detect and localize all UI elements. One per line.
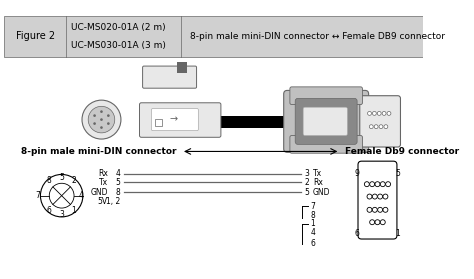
Text: Rx: Rx — [313, 178, 323, 187]
Circle shape — [100, 118, 103, 121]
Bar — [168, 116, 340, 128]
Circle shape — [373, 194, 377, 199]
Circle shape — [93, 122, 96, 125]
Circle shape — [100, 126, 103, 129]
Circle shape — [375, 220, 380, 225]
FancyBboxPatch shape — [290, 136, 363, 153]
Text: Rx: Rx — [98, 169, 108, 178]
Circle shape — [383, 207, 388, 212]
Text: 2: 2 — [304, 178, 309, 187]
Circle shape — [107, 114, 109, 117]
Text: Female Db9 connector: Female Db9 connector — [345, 147, 459, 156]
Circle shape — [370, 182, 374, 187]
Circle shape — [370, 220, 374, 225]
Text: GND: GND — [90, 188, 108, 197]
FancyBboxPatch shape — [290, 87, 363, 105]
Text: 4: 4 — [310, 228, 315, 237]
Text: →: → — [170, 115, 178, 125]
Circle shape — [82, 100, 121, 139]
Text: Tx: Tx — [99, 178, 108, 187]
Text: 5: 5 — [395, 169, 400, 178]
Bar — [155, 119, 162, 126]
Text: 8-pin male mini-DIN connector ↔ Female DB9 connector: 8-pin male mini-DIN connector ↔ Female D… — [190, 32, 445, 41]
Text: 9: 9 — [355, 169, 360, 178]
FancyBboxPatch shape — [152, 109, 198, 131]
Text: 2: 2 — [72, 176, 76, 185]
Circle shape — [382, 111, 386, 115]
Circle shape — [49, 183, 74, 208]
Text: 8: 8 — [47, 176, 52, 185]
Circle shape — [369, 125, 373, 129]
FancyBboxPatch shape — [358, 161, 397, 239]
Text: Tx: Tx — [313, 169, 322, 178]
Circle shape — [107, 122, 109, 125]
Circle shape — [373, 207, 377, 212]
FancyBboxPatch shape — [139, 103, 221, 137]
FancyBboxPatch shape — [303, 107, 347, 136]
Circle shape — [365, 182, 369, 187]
Text: 5: 5 — [115, 178, 120, 187]
Circle shape — [40, 174, 83, 217]
Circle shape — [387, 111, 391, 115]
Circle shape — [384, 125, 388, 129]
Text: 5V: 5V — [98, 197, 108, 206]
Circle shape — [386, 182, 391, 187]
Circle shape — [88, 106, 115, 133]
Text: 5: 5 — [304, 188, 309, 197]
Text: 6: 6 — [310, 239, 315, 248]
Text: 1: 1 — [72, 206, 76, 215]
Circle shape — [377, 111, 381, 115]
Text: 8-pin male mini-DIN connector: 8-pin male mini-DIN connector — [21, 147, 177, 156]
Text: 6: 6 — [47, 206, 52, 215]
Text: UC-MS020-01A (2 m): UC-MS020-01A (2 m) — [72, 23, 166, 32]
Circle shape — [374, 125, 378, 129]
Circle shape — [373, 111, 376, 115]
Circle shape — [383, 194, 388, 199]
Circle shape — [93, 114, 96, 117]
Circle shape — [378, 194, 383, 199]
Circle shape — [380, 182, 385, 187]
Circle shape — [367, 194, 372, 199]
Circle shape — [375, 182, 380, 187]
Circle shape — [100, 110, 103, 113]
Text: 5: 5 — [59, 173, 64, 182]
Text: 3: 3 — [304, 169, 309, 178]
Text: 4: 4 — [115, 169, 120, 178]
Text: UC-MS030-01A (3 m): UC-MS030-01A (3 m) — [72, 41, 166, 50]
Circle shape — [367, 111, 372, 115]
Text: 7: 7 — [36, 191, 40, 200]
Text: 8: 8 — [115, 188, 120, 197]
Circle shape — [378, 207, 383, 212]
Text: GND: GND — [313, 188, 330, 197]
Text: 7: 7 — [310, 202, 315, 211]
FancyBboxPatch shape — [295, 98, 357, 144]
Text: 4: 4 — [79, 191, 83, 200]
Circle shape — [379, 125, 383, 129]
Bar — [4, 16, 423, 57]
Text: Figure 2: Figure 2 — [16, 32, 55, 42]
Text: 6: 6 — [355, 229, 360, 238]
Text: 1: 1 — [310, 220, 315, 229]
Text: 8: 8 — [310, 211, 315, 220]
FancyBboxPatch shape — [360, 96, 401, 147]
Bar — [177, 62, 187, 73]
Text: 1, 2: 1, 2 — [106, 197, 120, 206]
FancyBboxPatch shape — [143, 66, 197, 88]
Text: 1: 1 — [395, 229, 400, 238]
FancyBboxPatch shape — [284, 90, 369, 152]
Text: 3: 3 — [59, 210, 64, 219]
Circle shape — [367, 207, 372, 212]
Circle shape — [380, 220, 385, 225]
